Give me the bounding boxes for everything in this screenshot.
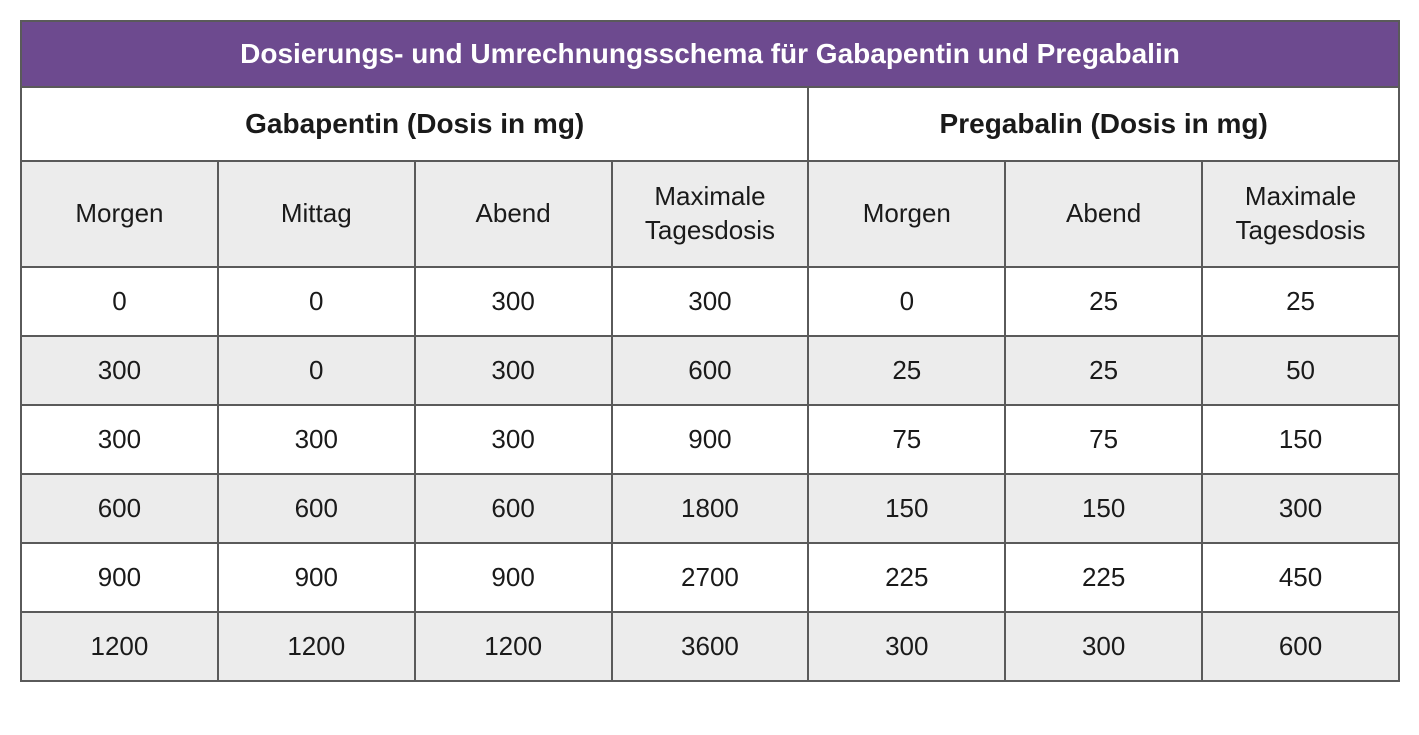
- table-row: 300 300 300 900 75 75 150: [21, 405, 1399, 474]
- group-gabapentin: Gabapentin (Dosis in mg): [21, 87, 808, 161]
- table-row: 900 900 900 2700 225 225 450: [21, 543, 1399, 612]
- cell: 600: [218, 474, 415, 543]
- cell: 300: [808, 612, 1005, 681]
- cell: 3600: [612, 612, 809, 681]
- group-pregabalin: Pregabalin (Dosis in mg): [808, 87, 1399, 161]
- cell: 600: [415, 474, 612, 543]
- cell: 225: [1005, 543, 1202, 612]
- cell: 300: [21, 405, 218, 474]
- cell: 0: [218, 336, 415, 405]
- cell: 50: [1202, 336, 1399, 405]
- cell: 0: [808, 267, 1005, 336]
- cell: 0: [218, 267, 415, 336]
- cell: 300: [612, 267, 809, 336]
- cell: 150: [1005, 474, 1202, 543]
- cell: 900: [218, 543, 415, 612]
- table-row: 600 600 600 1800 150 150 300: [21, 474, 1399, 543]
- cell: 0: [21, 267, 218, 336]
- col-header: Maximale Tagesdosis: [1202, 161, 1399, 267]
- cell: 600: [21, 474, 218, 543]
- cell: 150: [1202, 405, 1399, 474]
- cell: 225: [808, 543, 1005, 612]
- col-header: Morgen: [808, 161, 1005, 267]
- cell: 900: [21, 543, 218, 612]
- cell: 75: [808, 405, 1005, 474]
- table-body: 0 0 300 300 0 25 25 300 0 300 600 25 25 …: [21, 267, 1399, 681]
- cell: 450: [1202, 543, 1399, 612]
- cell: 300: [415, 267, 612, 336]
- cell: 300: [21, 336, 218, 405]
- cell: 1200: [415, 612, 612, 681]
- cell: 75: [1005, 405, 1202, 474]
- cell: 600: [612, 336, 809, 405]
- group-row: Gabapentin (Dosis in mg) Pregabalin (Dos…: [21, 87, 1399, 161]
- cell: 300: [1202, 474, 1399, 543]
- cell: 300: [1005, 612, 1202, 681]
- cell: 25: [1202, 267, 1399, 336]
- column-row: Morgen Mittag Abend Maximale Tagesdosis …: [21, 161, 1399, 267]
- table-row: 1200 1200 1200 3600 300 300 600: [21, 612, 1399, 681]
- cell: 25: [1005, 267, 1202, 336]
- cell: 150: [808, 474, 1005, 543]
- col-header: Abend: [1005, 161, 1202, 267]
- col-header: Morgen: [21, 161, 218, 267]
- cell: 25: [1005, 336, 1202, 405]
- cell: 25: [808, 336, 1005, 405]
- dosage-table: Dosierungs- und Umrechnungsschema für Ga…: [20, 20, 1400, 682]
- table-row: 0 0 300 300 0 25 25: [21, 267, 1399, 336]
- cell: 300: [415, 405, 612, 474]
- col-header: Abend: [415, 161, 612, 267]
- table-row: 300 0 300 600 25 25 50: [21, 336, 1399, 405]
- cell: 1800: [612, 474, 809, 543]
- cell: 900: [612, 405, 809, 474]
- cell: 300: [415, 336, 612, 405]
- title-row: Dosierungs- und Umrechnungsschema für Ga…: [21, 21, 1399, 87]
- col-header: Mittag: [218, 161, 415, 267]
- col-header: Maximale Tagesdosis: [612, 161, 809, 267]
- table-head: Dosierungs- und Umrechnungsschema für Ga…: [21, 21, 1399, 267]
- cell: 600: [1202, 612, 1399, 681]
- cell: 300: [218, 405, 415, 474]
- cell: 1200: [21, 612, 218, 681]
- cell: 2700: [612, 543, 809, 612]
- cell: 900: [415, 543, 612, 612]
- table-title: Dosierungs- und Umrechnungsschema für Ga…: [21, 21, 1399, 87]
- cell: 1200: [218, 612, 415, 681]
